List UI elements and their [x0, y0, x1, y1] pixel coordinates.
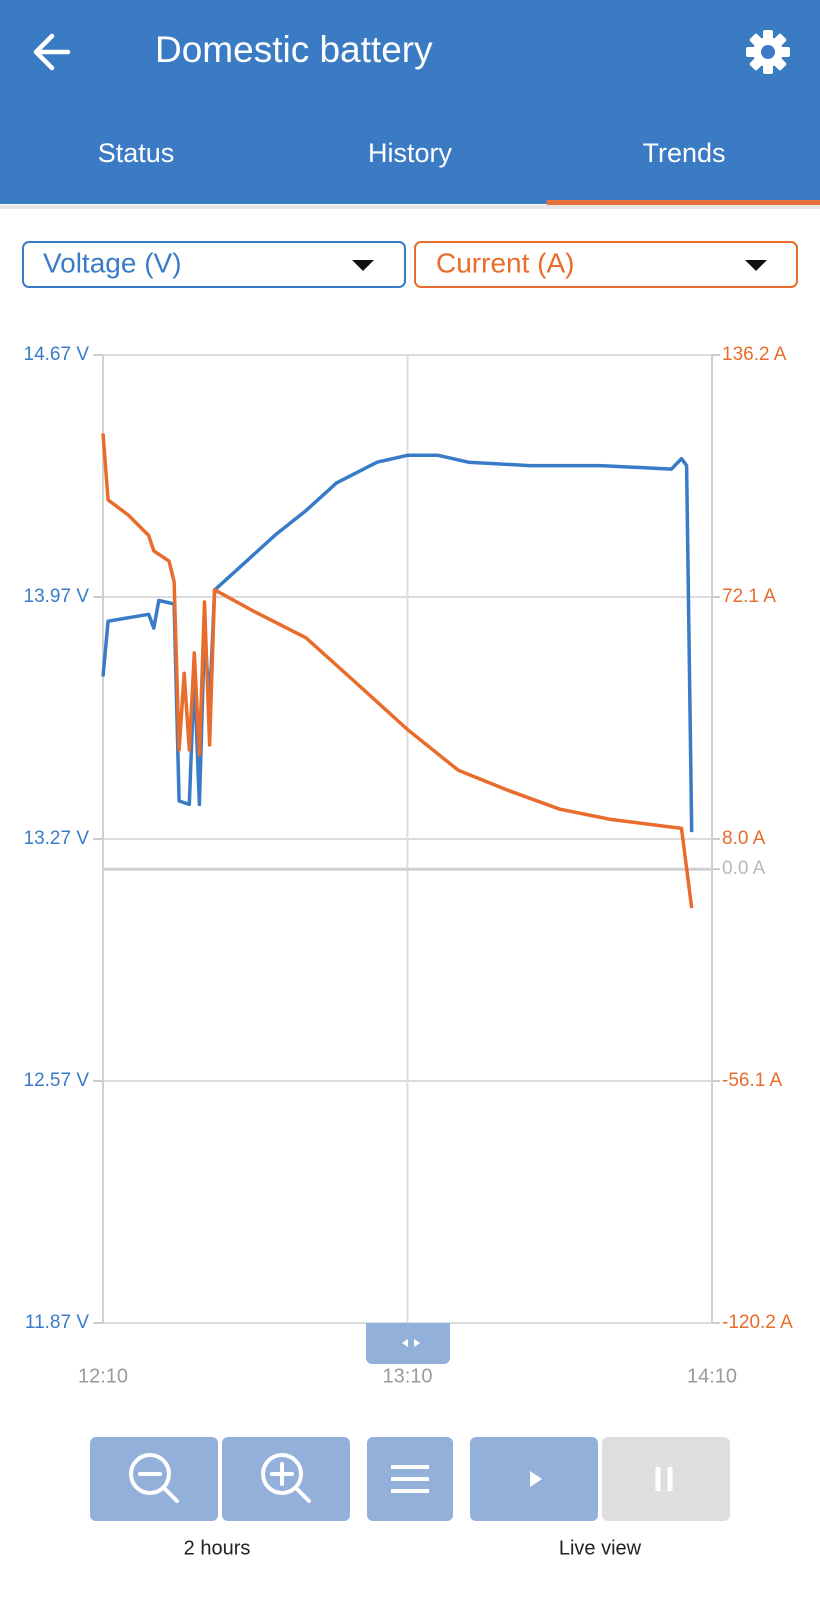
- tab[interactable]: Status: [98, 138, 175, 168]
- y-tick-label: 13.27 V: [24, 828, 90, 849]
- y2-tick-label: 0.0 A: [722, 858, 766, 879]
- back-button[interactable]: [33, 33, 71, 71]
- selector-label: Current (A): [436, 247, 574, 278]
- settings-button[interactable]: [746, 30, 790, 74]
- range-handle[interactable]: [366, 1323, 450, 1364]
- zoom-out-button[interactable]: [90, 1437, 218, 1521]
- tab[interactable]: History: [368, 138, 453, 168]
- live-label: Live view: [559, 1537, 642, 1559]
- y2-tick-label: 8.0 A: [722, 828, 766, 849]
- play-button[interactable]: [470, 1437, 598, 1521]
- series-line: [101, 433, 694, 909]
- y-tick-label: 14.67 V: [24, 344, 90, 365]
- series-line: [101, 453, 694, 833]
- y-tick-label: 12.57 V: [24, 1070, 90, 1091]
- x-tick-label: 12:10: [78, 1365, 128, 1387]
- current-selector[interactable]: Current (A): [414, 241, 798, 288]
- x-tick-label: 13:10: [382, 1365, 432, 1387]
- zoom-label: 2 hours: [184, 1537, 251, 1559]
- y2-tick-label: 136.2 A: [722, 344, 787, 365]
- y-tick-label: 11.87 V: [25, 1312, 89, 1333]
- header-shadow: [0, 205, 820, 209]
- active-tab-indicator: [546, 200, 820, 205]
- app-bar: [0, 0, 820, 204]
- y2-tick-label: -56.1 A: [722, 1070, 783, 1091]
- menu-button[interactable]: [367, 1437, 453, 1521]
- voltage-selector[interactable]: Voltage (V): [22, 241, 406, 288]
- page-title: Domestic battery: [155, 29, 433, 70]
- y2-tick-label: -120.2 A: [722, 1312, 793, 1333]
- zoom-in-button[interactable]: [222, 1437, 350, 1521]
- y2-tick-label: 72.1 A: [722, 586, 776, 607]
- x-tick-label: 14:10: [687, 1365, 737, 1387]
- pause-button[interactable]: [602, 1437, 730, 1521]
- selector-label: Voltage (V): [43, 247, 182, 278]
- chart: 12:10 13:10 14:10 11.87 V 12.57 V 13.27 V 13.9…: [24, 344, 794, 1387]
- y-tick-label: 13.97 V: [24, 586, 90, 607]
- tab[interactable]: Trends: [642, 138, 725, 168]
